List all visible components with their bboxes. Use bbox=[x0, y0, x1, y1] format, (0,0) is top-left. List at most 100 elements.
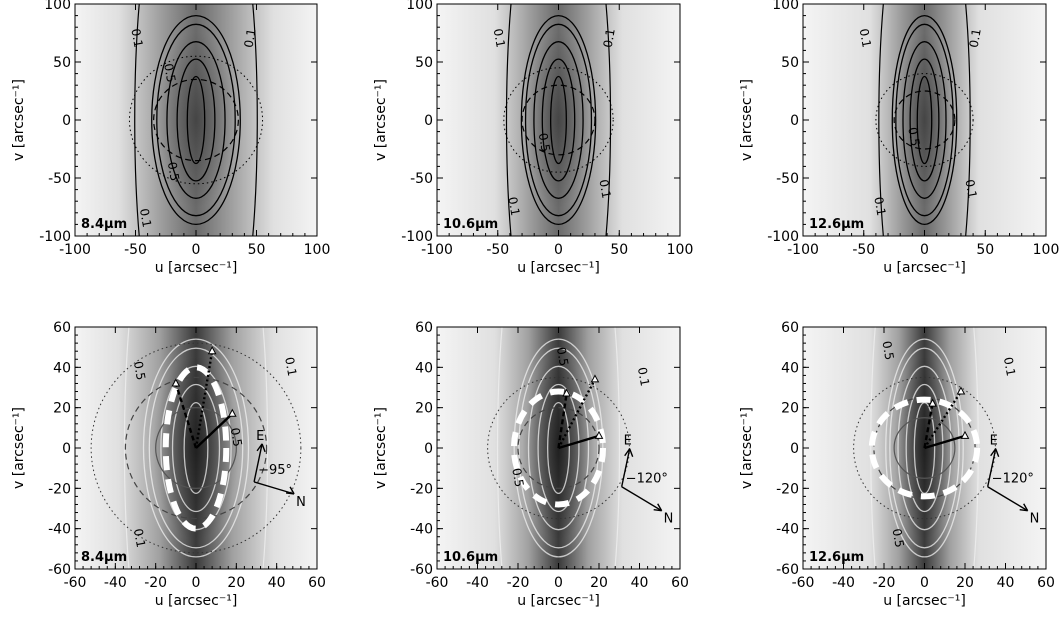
y-tick-label: -60 bbox=[48, 562, 71, 578]
contour-label: 0.1 bbox=[491, 27, 508, 48]
x-tick-label: 20 bbox=[590, 575, 608, 591]
x-tick-label: -60 bbox=[792, 575, 815, 591]
contour-label: 0.5 bbox=[228, 427, 245, 448]
x-tick-label: 100 bbox=[304, 242, 331, 258]
x-tick-label: -20 bbox=[873, 575, 896, 591]
contour-line bbox=[537, 383, 580, 513]
panel-6: 0.5 0.1 0.5 E N −120° 12.6μm -60 -40 -20 0 20 40 60 -6… bbox=[739, 320, 1055, 609]
panel-1: 0.1 0.1 0.5 0.5 0.1 8.4μm -100 -50 0 50 100 -100 -50… bbox=[11, 0, 330, 276]
x-tick-label: -20 bbox=[507, 575, 530, 591]
contour-line bbox=[909, 58, 940, 182]
x-axis-label: u [arcsec⁻¹] bbox=[883, 260, 966, 276]
y-tick-label: 100 bbox=[44, 0, 71, 13]
x-tick-label: 0 bbox=[920, 575, 929, 591]
uv-circle bbox=[153, 78, 239, 162]
x-tick-label: 0 bbox=[554, 242, 563, 258]
contour-label: 0.5 bbox=[165, 161, 182, 182]
y-axis-label: v [arcsec⁻¹] bbox=[11, 79, 27, 161]
x-axis-label: u [arcsec⁻¹] bbox=[517, 593, 600, 609]
north-arrowhead bbox=[653, 503, 663, 512]
y-tick-label: -20 bbox=[776, 481, 799, 497]
y-axis-label: v [arcsec⁻¹] bbox=[739, 407, 755, 489]
y-axis-label: v [arcsec⁻¹] bbox=[739, 79, 755, 161]
north-label: N bbox=[296, 495, 306, 510]
uv-circle bbox=[90, 342, 302, 554]
y-tick-label: 0 bbox=[424, 113, 433, 129]
x-tick-label: -100 bbox=[59, 242, 91, 258]
y-tick-label: 40 bbox=[415, 360, 433, 376]
uv-circle bbox=[875, 73, 974, 167]
uv-circle bbox=[893, 417, 956, 479]
wavelength-label: 12.6μm bbox=[809, 217, 864, 232]
y-tick-label: 20 bbox=[781, 401, 799, 417]
contour-label: 0.1 bbox=[596, 178, 613, 199]
compass: E N −120° bbox=[986, 434, 1039, 527]
y-tick-label: 100 bbox=[406, 0, 433, 13]
panel-2: 0.1 0.1 0.1 0.1 0.5 10.6μm -100 -50 0 50 100 -100 -5… bbox=[373, 0, 693, 276]
contour-label: 0.1 bbox=[282, 356, 299, 377]
contour-label: 0.1 bbox=[137, 207, 154, 228]
baseline-marker bbox=[928, 398, 937, 407]
baseline-marker bbox=[594, 430, 604, 439]
compass: E N −95° bbox=[253, 429, 306, 510]
x-tick-label: -50 bbox=[486, 242, 509, 258]
y-tick-label: -60 bbox=[776, 562, 799, 578]
y-tick-label: -100 bbox=[401, 229, 433, 245]
contour-label: 0.5 bbox=[509, 467, 526, 488]
y-tick-label: -20 bbox=[410, 481, 433, 497]
contour-line bbox=[916, 75, 933, 165]
contour-line bbox=[889, 347, 960, 549]
position-angle-label: −120° bbox=[992, 472, 1034, 487]
contour-line bbox=[252, 4, 258, 236]
x-tick-label: -100 bbox=[787, 242, 819, 258]
contour-label: 0.1 bbox=[871, 196, 888, 217]
position-angle-label: −95° bbox=[258, 463, 292, 478]
y-tick-label: 60 bbox=[53, 320, 71, 336]
x-tick-label: 0 bbox=[920, 242, 929, 258]
x-tick-label: 50 bbox=[610, 242, 628, 258]
uv-circle bbox=[853, 376, 996, 520]
x-tick-label: -60 bbox=[64, 575, 87, 591]
y-tick-label: 40 bbox=[781, 360, 799, 376]
east-label: E bbox=[256, 429, 264, 444]
contour-line bbox=[614, 327, 621, 569]
x-tick-label: 40 bbox=[268, 575, 286, 591]
uv-circle bbox=[487, 376, 630, 520]
contour-line bbox=[166, 41, 226, 199]
x-axis-label: u [arcsec⁻¹] bbox=[155, 593, 238, 609]
model-ellipse bbox=[868, 396, 981, 500]
contour-line bbox=[541, 58, 576, 182]
baseline-dashed bbox=[557, 393, 568, 449]
contour-label: 0.1 bbox=[1001, 356, 1018, 377]
model-ellipse bbox=[510, 388, 607, 508]
contour-label: 0.1 bbox=[128, 27, 145, 48]
x-tick-label: 60 bbox=[671, 575, 689, 591]
contour-label: 0.1 bbox=[505, 196, 522, 217]
x-tick-label: 50 bbox=[248, 242, 266, 258]
y-tick-label: 0 bbox=[62, 441, 71, 457]
y-tick-label: -40 bbox=[410, 522, 433, 538]
baseline-solid bbox=[924, 434, 966, 450]
contour-label: 0.5 bbox=[879, 340, 896, 361]
contour-label: 0.1 bbox=[857, 27, 874, 48]
contour-line bbox=[186, 75, 206, 165]
contour-line bbox=[176, 58, 216, 182]
y-tick-label: 40 bbox=[53, 360, 71, 376]
contour-line bbox=[156, 23, 236, 217]
baseline-solid bbox=[195, 412, 234, 449]
compass: E N −120° bbox=[620, 434, 673, 527]
baseline-marker bbox=[562, 388, 571, 397]
x-axis-label: u [arcsec⁻¹] bbox=[883, 593, 966, 609]
contour-line bbox=[965, 4, 971, 236]
plot-area: 0.1 0.1 0.1 0.1 0.5 bbox=[437, 4, 680, 236]
contour-label: 0.5 bbox=[890, 527, 907, 548]
contour-label: 0.1 bbox=[635, 366, 652, 387]
x-tick-label: 0 bbox=[554, 575, 563, 591]
x-tick-label: 50 bbox=[976, 242, 994, 258]
contour-line bbox=[148, 347, 244, 549]
east-arrowhead bbox=[990, 448, 1000, 457]
panel-5: 0.5 0.1 0.5 E N −120° 10.6μm -60 -40 -20 0 20 40 60 -6… bbox=[373, 320, 689, 609]
y-tick-label: 0 bbox=[424, 441, 433, 457]
contour-line bbox=[123, 327, 130, 569]
east-label: E bbox=[624, 434, 632, 449]
